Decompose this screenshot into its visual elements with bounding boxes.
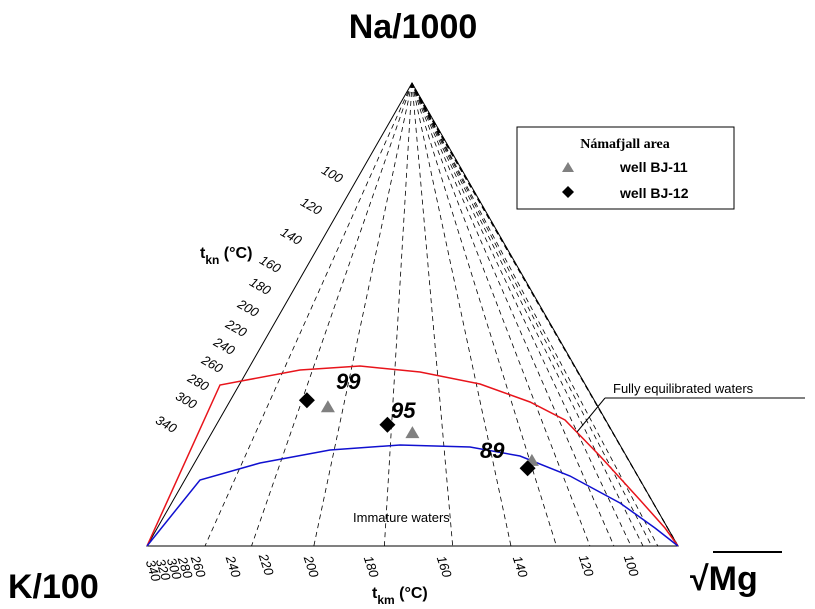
sample-label-99: 99 [336, 369, 361, 394]
tkn-axis-sub: kn [205, 253, 219, 267]
annotation-immature: Immature waters [353, 510, 450, 525]
point-bj12-1 [379, 416, 396, 433]
tkn-tick-300: 300 [173, 388, 200, 412]
legend-triangle-icon [562, 162, 574, 172]
point-bj12-0 [298, 392, 315, 409]
legend-entry-bj12: well BJ-12 [619, 185, 689, 201]
tkm-tick-140: 140 [510, 554, 531, 580]
legend: Námafjall area well BJ-11 well BJ-12 [516, 126, 735, 210]
tkm-tick-340: 340 [143, 558, 164, 584]
isotherm-km-120 [251, 82, 413, 547]
tkm-tick-300: 300 [164, 556, 185, 582]
isotherm-km-140 [313, 82, 413, 547]
tkm-tick-160: 160 [434, 554, 455, 580]
tkn-axis-unit: (°C) [219, 245, 252, 262]
isotherm-km-280 [411, 82, 632, 547]
tkn-tick-200: 200 [234, 296, 262, 321]
tkm-tick-180: 180 [361, 554, 382, 580]
tkm-axis-unit: (°C) [395, 585, 428, 602]
tkm-tick-100: 100 [621, 553, 642, 579]
tkm-axis-t: t [372, 585, 378, 602]
tkn-tick-240: 240 [210, 334, 238, 359]
isotherm-kn-340 [410, 84, 679, 547]
tkn-tick-280: 280 [184, 370, 212, 395]
isotherm-km-200 [411, 82, 512, 547]
legend-diamond-icon [562, 186, 574, 198]
point-bj12-2 [519, 460, 536, 477]
tkm-tick-320: 320 [153, 557, 174, 583]
isotherm-km-160 [383, 82, 413, 547]
isotherm-km-100 [204, 82, 413, 547]
legend-title: Námafjall area [580, 137, 670, 152]
tkn-axis-title: tkn (°C) [200, 245, 252, 267]
annotation-leader-line [576, 397, 606, 433]
isotherm-km-240 [411, 82, 591, 547]
point-bj11-1 [405, 426, 420, 439]
tkn-tick-140: 140 [278, 224, 305, 248]
tkn-tick-340: 340 [153, 412, 180, 436]
tkm-tick-220: 220 [255, 551, 277, 578]
tkm-tick-280: 280 [174, 554, 196, 581]
equilibrium-curves [146, 365, 679, 547]
tkm-tick-240: 240 [222, 553, 244, 580]
isotherm-km-340 [411, 82, 659, 547]
tkn-tick-220: 220 [222, 316, 250, 341]
tkn-tick-180: 180 [247, 274, 274, 298]
apex-label-right: √Mg [690, 560, 758, 598]
isotherm-km-180 [411, 82, 454, 547]
tkn-tick-100: 100 [319, 162, 346, 186]
tkn-tick-160: 160 [257, 252, 284, 276]
annotation-full-equilibrium: Fully equilibrated waters [613, 381, 754, 396]
partial-equilibrium-curve [146, 444, 679, 547]
triangle-outline [146, 81, 679, 547]
apex-label-top: Na/1000 [349, 8, 478, 46]
tkm-axis-sub: km [377, 593, 394, 607]
tkm-tick-260: 260 [187, 553, 209, 580]
tkn-axis-t: t [200, 245, 206, 262]
legend-box [516, 126, 735, 210]
triangle-frame [146, 81, 679, 547]
tkn-tick-260: 260 [198, 352, 226, 377]
full-equilibrium-curve [146, 365, 679, 547]
data-points [298, 392, 539, 477]
sample-label-89: 89 [480, 438, 505, 463]
tkn-tick-120: 120 [298, 194, 325, 218]
point-bj11-0 [320, 400, 335, 413]
legend-entry-bj11: well BJ-11 [619, 159, 688, 175]
isotherm-km-260 [411, 82, 615, 547]
tkm-tick-120: 120 [576, 553, 597, 579]
tkm-axis-title: tkm (°C) [372, 585, 428, 607]
tkm-tick-200: 200 [300, 553, 322, 580]
apex-label-left: K/100 [8, 568, 99, 606]
sample-label-95: 95 [391, 398, 416, 423]
